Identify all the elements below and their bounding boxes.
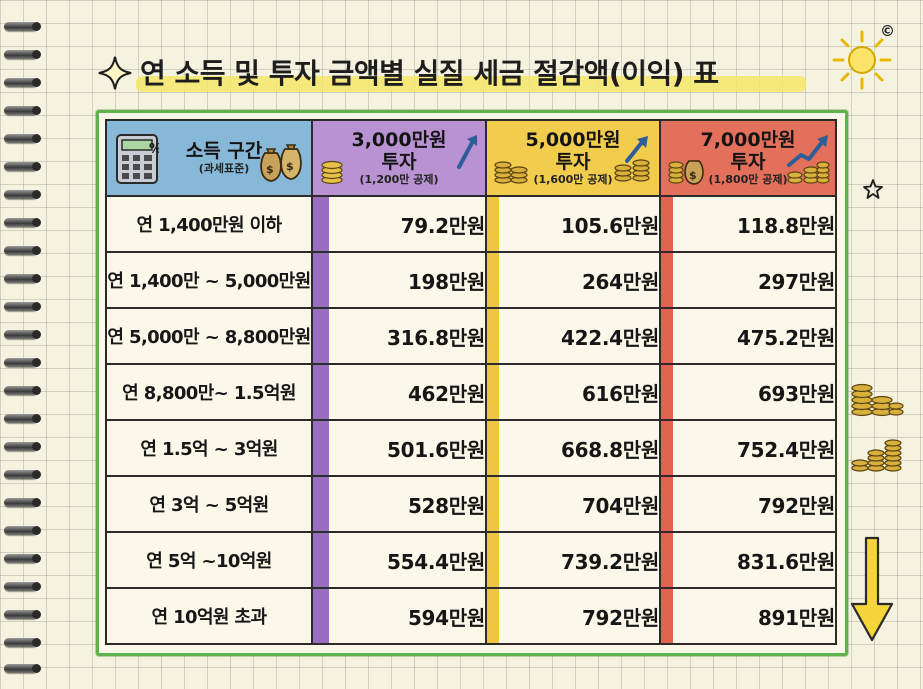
saving-7000-value: 475.2만원	[659, 307, 837, 365]
table-row: 연 5,000만 ~ 8,800만원 316.8만원 422.4만원 475.2…	[105, 307, 837, 365]
down-arrow-icon	[850, 536, 894, 642]
saving-3000-value: 79.2만원	[311, 195, 487, 253]
growth-arrow-icon	[614, 136, 650, 182]
growth-arrow-icon	[787, 135, 830, 184]
svg-text:$: $	[286, 160, 294, 173]
income-bracket-label: 연 3억 ~ 5억원	[105, 475, 313, 533]
income-bracket-label: 연 5,000만 ~ 8,800만원	[105, 307, 313, 365]
svg-text:$: $	[266, 163, 274, 176]
header-income-label: 소득 구간	[185, 140, 263, 162]
table-row: 연 1,400만원 이하 79.2만원 105.6만원 118.8만원	[105, 195, 837, 253]
coin-stack-icon	[851, 439, 902, 472]
saving-3000-value: 528만원	[311, 475, 487, 533]
header-invest-7000-label: 투자	[730, 151, 766, 173]
header-invest-3000-amount: 3,000만원	[351, 129, 447, 151]
coin-stack-icon	[851, 383, 904, 417]
header-invest-7000-amount: 7,000만원	[700, 129, 796, 151]
header-invest-5000-amount: 5,000만원	[525, 129, 621, 151]
saving-5000-value: 105.6만원	[485, 195, 661, 253]
coin-stack-icon	[321, 160, 343, 185]
svg-text:$: $	[689, 169, 697, 182]
header-invest-7000-deduction: (1,800만 공제)	[708, 173, 788, 186]
header-invest-3000-label: 투자	[381, 151, 417, 173]
saving-7000-value: 752.4만원	[659, 419, 837, 477]
title-area: 연 소득 및 투자 금액별 실질 세금 절감액(이익) 표	[96, 48, 826, 98]
saving-5000-value: 422.4만원	[485, 307, 661, 365]
saving-5000-value: 739.2만원	[485, 531, 661, 589]
saving-7000-value: 891만원	[659, 587, 837, 645]
header-invest-5000-label: 투자	[555, 151, 591, 173]
income-bracket-label: 연 8,800만~ 1.5억원	[105, 363, 313, 421]
saving-3000-value: 554.4만원	[311, 531, 487, 589]
saving-5000-value: 264만원	[485, 251, 661, 309]
spiral-binding	[0, 18, 44, 678]
saving-3000-value: 501.6만원	[311, 419, 487, 477]
income-bracket-label: 연 5억 ~10억원	[105, 531, 313, 589]
table-row: 연 10억원 초과 594만원 792만원 891만원	[105, 587, 837, 645]
saving-7000-value: 831.6만원	[659, 531, 837, 589]
header-invest-5000: 5,000만원 투자 (1,600만 공제)	[485, 119, 661, 197]
sparkle-icon	[98, 56, 132, 90]
header-invest-5000-deduction: (1,600만 공제)	[533, 173, 613, 186]
money-bag-icon: $ $	[260, 144, 302, 182]
income-bracket-label: 연 1,400만 ~ 5,000만원	[105, 251, 313, 309]
saving-5000-value: 668.8만원	[485, 419, 661, 477]
header-invest-7000: $ 7,000만원 투자 (1,800만 공제)	[659, 119, 837, 197]
income-bracket-label: 연 10억원 초과	[105, 587, 313, 645]
calculator-icon: %	[116, 134, 159, 184]
tax-savings-table: % $ $ 소득 구간 (과세표준)	[105, 119, 837, 645]
saving-3000-value: 594만원	[311, 587, 487, 645]
table-header-row: % $ $ 소득 구간 (과세표준)	[105, 119, 837, 197]
saving-5000-value: 792만원	[485, 587, 661, 645]
page-title: 연 소득 및 투자 금액별 실질 세금 절감액(이익) 표	[140, 57, 719, 90]
growth-arrow-icon	[457, 135, 477, 169]
header-income-bracket: % $ $ 소득 구간 (과세표준)	[105, 119, 313, 197]
table-row: 연 5억 ~10억원 554.4만원 739.2만원 831.6만원	[105, 531, 837, 589]
tax-table-board: % $ $ 소득 구간 (과세표준)	[96, 110, 848, 656]
table-row: 연 1.5억 ~ 3억원 501.6만원 668.8만원 752.4만원	[105, 419, 837, 477]
saving-3000-value: 462만원	[311, 363, 487, 421]
saving-7000-value: 693만원	[659, 363, 837, 421]
saving-7000-value: 297만원	[659, 251, 837, 309]
coin-stack-icon	[494, 161, 528, 184]
header-invest-3000: 3,000만원 투자 (1,200만 공제)	[311, 119, 487, 197]
income-bracket-label: 연 1.5억 ~ 3억원	[105, 419, 313, 477]
header-invest-3000-deduction: (1,200만 공제)	[359, 173, 439, 186]
copyright-mark: ©	[880, 22, 895, 40]
saving-7000-value: 792만원	[659, 475, 837, 533]
money-bag-icon: $	[668, 160, 704, 185]
star-icon	[863, 179, 883, 199]
saving-7000-value: 118.8만원	[659, 195, 837, 253]
sun-icon	[832, 30, 892, 90]
table-row: 연 8,800만~ 1.5억원 462만원 616만원 693만원	[105, 363, 837, 421]
income-bracket-label: 연 1,400만원 이하	[105, 195, 313, 253]
saving-5000-value: 616만원	[485, 363, 661, 421]
saving-3000-value: 316.8만원	[311, 307, 487, 365]
table-row: 연 1,400만 ~ 5,000만원 198만원 264만원 297만원	[105, 251, 837, 309]
saving-5000-value: 704만원	[485, 475, 661, 533]
saving-3000-value: 198만원	[311, 251, 487, 309]
header-income-sublabel: (과세표준)	[198, 162, 250, 175]
title-highlight	[136, 76, 806, 92]
svg-text:%: %	[149, 142, 159, 157]
table-row: 연 3억 ~ 5억원 528만원 704만원 792만원	[105, 475, 837, 533]
